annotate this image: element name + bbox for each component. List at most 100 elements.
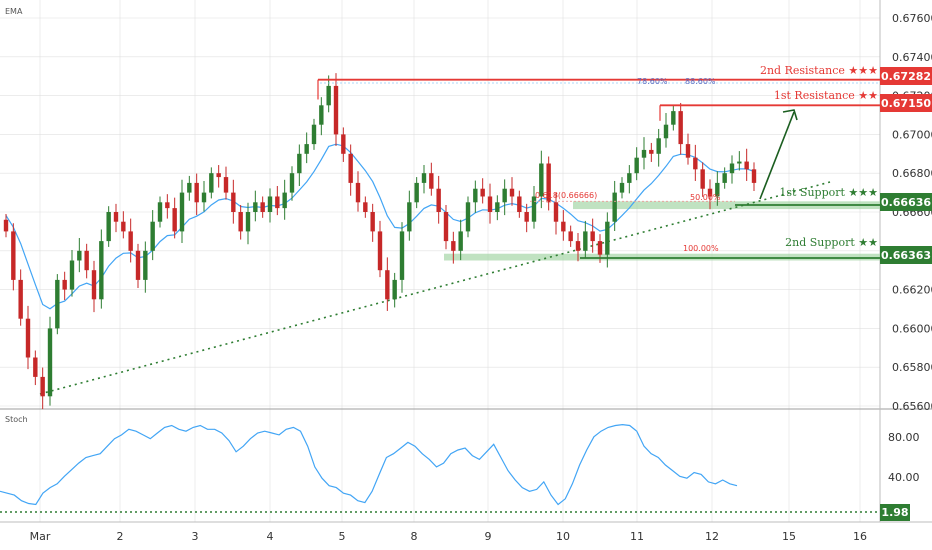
candle-body: [304, 144, 309, 154]
candle-body: [33, 357, 38, 377]
candle-body: [18, 279, 23, 319]
candle-body: [656, 138, 661, 154]
candle-body: [150, 221, 155, 251]
candle-body: [231, 192, 236, 212]
candle-body: [253, 202, 258, 212]
candle-body: [377, 231, 383, 271]
fib-618-label: 0.618(0.66666): [535, 191, 597, 200]
time-label: 16: [853, 530, 867, 543]
candle-body: [502, 188, 507, 203]
candle-body: [458, 231, 463, 251]
candle-body: [113, 212, 119, 222]
candles: [3, 73, 757, 410]
candle-body: [55, 279, 60, 329]
candle-body: [84, 250, 89, 271]
candle-body: [627, 173, 632, 183]
candle-body: [715, 182, 720, 197]
candle-body: [619, 182, 625, 193]
candle-body: [245, 212, 251, 232]
candle-body: [385, 270, 390, 300]
candle-body: [568, 231, 573, 242]
candle-body: [649, 149, 654, 154]
first-resistance-tag: 0.67150: [880, 94, 932, 112]
candle-body: [517, 196, 522, 212]
candle-body: [341, 134, 346, 154]
time-label: 9: [485, 530, 492, 543]
candle-body: [348, 153, 353, 183]
candle-body: [289, 173, 295, 193]
trendline: [39, 181, 831, 395]
candle-body: [700, 169, 705, 189]
candle-body: [495, 202, 500, 212]
candle-body: [546, 163, 551, 203]
candle-body: [663, 124, 669, 139]
candle-body: [539, 163, 544, 197]
first-resistance-label: 1st Resistance ★★: [774, 89, 878, 102]
time-label: 3: [192, 530, 199, 543]
candle-body: [209, 173, 214, 193]
stochastic-line: [0, 423, 738, 506]
candle-body: [729, 163, 735, 174]
candle-body: [260, 202, 265, 212]
candle-body: [751, 169, 757, 183]
candle-body: [267, 196, 273, 212]
candle-body: [707, 188, 713, 197]
first-support-tag: 0.66636: [880, 193, 932, 211]
candle-body: [297, 153, 302, 174]
candle-body: [326, 85, 331, 106]
stoch-tick-80: 80.00: [888, 431, 920, 444]
candle-body: [355, 182, 361, 203]
candle-body: [487, 196, 493, 212]
candle-body: [737, 161, 742, 164]
candle-body: [179, 192, 185, 232]
svg-text:0.66363: 0.66363: [881, 249, 931, 262]
candle-body: [678, 111, 683, 145]
candle-body: [106, 212, 111, 242]
candle-body: [157, 202, 163, 222]
projection-arrow: [759, 109, 798, 200]
candle-body: [575, 241, 581, 251]
candle-body: [333, 85, 339, 135]
candle-body: [443, 212, 449, 242]
candle-body: [91, 270, 97, 300]
svg-text:0.66636: 0.66636: [881, 196, 931, 209]
svg-text:0.67150: 0.67150: [881, 97, 931, 110]
candle-body: [634, 157, 639, 174]
candle-body: [473, 188, 478, 203]
grid: [0, 0, 880, 522]
candle-body: [128, 231, 133, 251]
candle-body: [744, 161, 749, 170]
candle-body: [69, 260, 75, 290]
candle-body: [407, 202, 412, 232]
candle-body: [553, 202, 559, 222]
time-label: 11: [630, 530, 644, 543]
time-label: 2: [117, 530, 124, 543]
candle-body: [590, 231, 595, 242]
candle-body: [597, 241, 603, 255]
ema-indicator-label: EMA: [5, 7, 23, 16]
candle-body: [3, 219, 9, 232]
candle-body: [282, 192, 287, 209]
time-axis: Mar 2 3 4 5 8 9 10 11 12 15 16: [30, 530, 867, 543]
time-label: 12: [705, 530, 719, 543]
second-support-label: 2nd Support ★★: [785, 236, 878, 249]
time-label: 15: [782, 530, 796, 543]
candle-body: [693, 157, 698, 170]
stoch-value-tag: 1.98: [880, 504, 910, 521]
candle-body: [40, 376, 45, 397]
candle-body: [121, 221, 126, 232]
candle-body: [685, 144, 691, 158]
svg-text:0.67282: 0.67282: [881, 70, 931, 83]
candle-body: [451, 241, 456, 251]
second-support-tag: 0.66363: [880, 246, 932, 264]
stoch-tick-40: 40.00: [888, 471, 920, 484]
time-label: 10: [556, 530, 570, 543]
first-support-label: 1st Support ★★★: [779, 186, 878, 199]
